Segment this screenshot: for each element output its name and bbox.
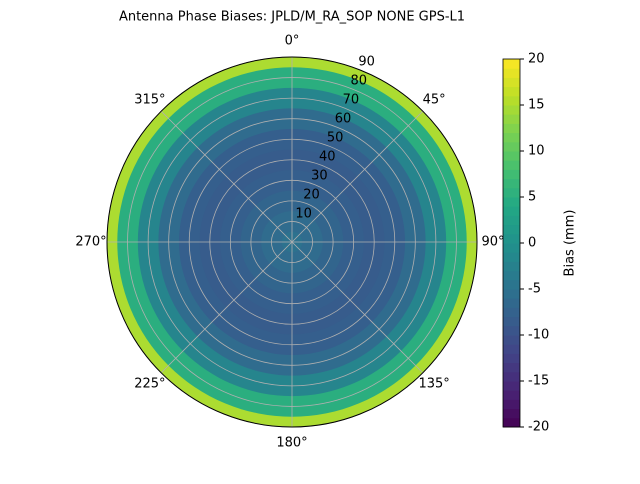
colorbar-cell xyxy=(503,169,520,180)
colorbar-cell xyxy=(503,233,520,244)
colorbar-cell xyxy=(503,77,520,88)
colorbar-cell xyxy=(503,132,520,143)
theta-tick-label: 0° xyxy=(285,34,300,49)
r-tick-label: 20 xyxy=(303,187,320,202)
colorbar-cell xyxy=(503,197,520,207)
colorbar-cell xyxy=(503,270,520,281)
colorbar-cell xyxy=(503,325,520,336)
theta-tick-label: 90° xyxy=(481,235,504,250)
colorbar-cell xyxy=(503,123,520,134)
colorbar-cell xyxy=(503,105,520,115)
r-tick-label: 70 xyxy=(343,92,360,107)
theta-tick-label: 270° xyxy=(75,235,106,250)
grid-spoke xyxy=(160,110,293,243)
colorbar-tick-label: 10 xyxy=(528,144,545,159)
colorbar-cell xyxy=(503,178,520,189)
chart-title: Antenna Phase Biases: JPLD/M_RA_SOP NONE… xyxy=(119,10,465,25)
colorbar-tick-label: -10 xyxy=(528,328,549,343)
colorbar-tick-label: 20 xyxy=(528,52,545,67)
theta-tick-label: 225° xyxy=(134,377,165,392)
grid-spoke xyxy=(291,110,424,243)
grid-spoke xyxy=(291,241,424,374)
r-tick-label: 80 xyxy=(350,73,367,88)
colorbar-cell xyxy=(503,335,520,345)
colorbar-cell xyxy=(503,371,520,382)
r-tick-label: 10 xyxy=(295,206,312,221)
colorbar-cell xyxy=(503,261,520,272)
colorbar-cell xyxy=(503,160,520,170)
colorbar-cell xyxy=(503,390,520,400)
colorbar-cell xyxy=(503,215,520,226)
theta-tick-label: 180° xyxy=(276,436,307,451)
colorbar-cell xyxy=(503,141,520,152)
colorbar-cell xyxy=(503,344,520,354)
colorbar-tick-label: 15 xyxy=(528,98,545,113)
colorbar-cell xyxy=(503,224,520,235)
r-tick-label: 40 xyxy=(319,149,336,164)
r-tick-label: 60 xyxy=(335,111,352,126)
colorbar-cell xyxy=(503,399,520,410)
colorbar-label: Bias (mm) xyxy=(563,210,578,277)
colorbar-cell xyxy=(503,353,520,364)
colorbar-cell xyxy=(503,279,520,290)
colorbar-cell xyxy=(503,417,520,428)
polar-frame xyxy=(106,56,478,428)
colorbar-cell xyxy=(503,206,520,216)
r-tick-label: 30 xyxy=(311,168,328,183)
colorbar-cell xyxy=(503,298,520,308)
r-tick-label: 50 xyxy=(327,130,344,145)
colorbar-cell xyxy=(503,95,520,106)
colorbar-tick-label: -20 xyxy=(528,420,549,435)
theta-tick-label: 135° xyxy=(418,377,449,392)
colorbar-tick-label: 5 xyxy=(528,190,536,205)
colorbar-cell xyxy=(503,307,520,318)
colorbar-cell xyxy=(503,68,520,78)
colorbar-cell xyxy=(503,252,520,262)
colorbar-cell xyxy=(503,362,520,373)
colorbar-cell xyxy=(503,243,520,253)
colorbar-cell xyxy=(503,289,520,299)
colorbar-cell xyxy=(503,316,520,327)
colorbar-tick-label: 0 xyxy=(528,236,536,251)
colorbar-cell xyxy=(503,408,520,419)
colorbar-tick-label: -5 xyxy=(528,282,541,297)
colorbar-cell xyxy=(503,187,520,198)
colorbar-cell xyxy=(503,114,520,124)
colorbar-cell xyxy=(503,59,520,69)
colorbar-cell xyxy=(503,381,520,391)
colorbar-tick-label: -15 xyxy=(528,374,549,389)
theta-tick-label: 45° xyxy=(423,92,446,107)
theta-tick-label: 315° xyxy=(134,92,165,107)
colorbar-cell xyxy=(503,151,520,161)
colorbar-cell xyxy=(503,86,520,97)
r-tick-label: 90 xyxy=(358,54,375,69)
grid-spoke xyxy=(160,241,293,374)
